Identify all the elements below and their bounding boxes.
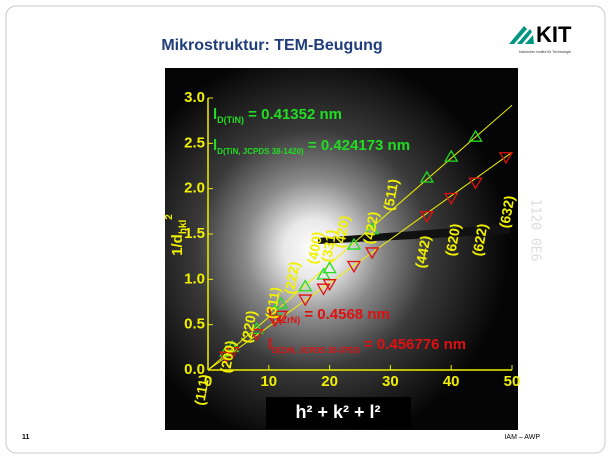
x-tick-label: 20 [321,373,338,390]
label-part: = 0.4568 nm [300,306,390,323]
logo-subtitle: Karlsruher Institut für Technologie [519,50,571,54]
label-part: = 0.456776 nm [360,336,466,353]
label-part: D(TiN, JCPDS 38-1420) [217,147,304,156]
y-tick-label: 2.0 [184,180,205,197]
y-tick-label: 1.0 [184,270,205,287]
label-part: = 0.424173 nm [304,137,410,154]
y-tick-label: 0.5 [184,316,205,333]
x-tick-label: 10 [260,373,277,390]
page-number: 11 [22,434,30,441]
label-part: hkl [178,219,189,234]
y-tick-label: 2.5 [184,134,205,151]
label-part: = 0.41352 nm [244,106,342,123]
x-tick-label: 40 [443,373,460,390]
x-tick-label: 30 [382,373,399,390]
x-axis-label: h² + k² + l² [295,402,380,422]
logo-text: KIT [536,22,572,47]
slide-title: Mikrostruktur: TEM-Beugung [161,37,382,54]
slide: Mikrostruktur: TEM-Beugung KIT Karlsruhe… [0,0,611,459]
footer: IAM – AWP [504,434,540,441]
label-part: D(ZrN, JCPDS 35-0753) [272,346,360,355]
x-tick-label: 50 [504,373,521,390]
label-part: 2 [164,214,175,220]
image-text: 1120 0E6 [528,199,543,262]
label-part: 1/d [169,234,186,256]
label-part: D(TiN) [217,115,244,125]
y-tick-label: 3.0 [184,89,205,106]
